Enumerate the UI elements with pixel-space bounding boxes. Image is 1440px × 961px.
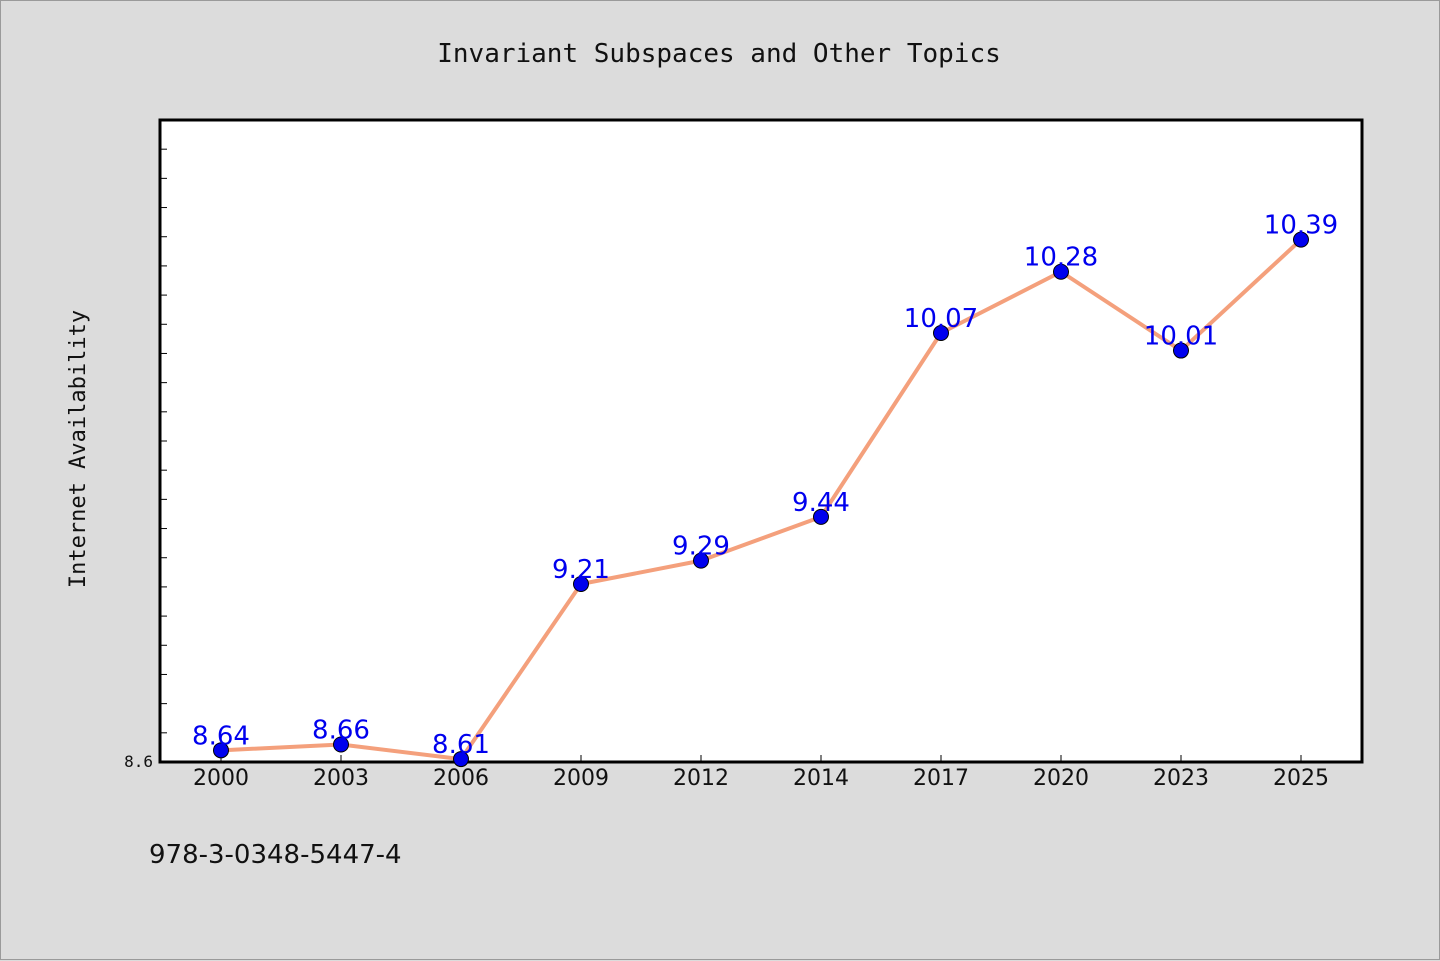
x-tick-label: 2025 [1273,766,1329,791]
data-point [333,736,349,753]
x-tick-label: 2000 [193,766,249,791]
data-label: 8.64 [192,721,250,751]
data-point [453,751,469,768]
y-tick-label: 8.6 [124,752,153,771]
data-point [573,575,589,592]
x-tick-label: 2006 [433,766,489,791]
x-tick-label: 2012 [673,766,729,791]
y-axis-label: Internet Availability [66,310,91,588]
data-point [933,325,949,342]
data-point [1053,263,1069,280]
series-layer [213,231,1309,768]
data-label: 10.28 [1024,243,1098,273]
x-axis-ticks: 2000 2003 2006 2009 2012 2014 2017 2020 2023 2025 [193,755,1329,791]
data-label: 9.29 [672,532,730,562]
data-label: 10.01 [1144,322,1218,352]
data-point [1293,231,1309,248]
data-label: 8.66 [312,715,370,745]
y-axis-ticks [160,148,167,734]
x-tick-label: 2023 [1153,766,1209,791]
data-point [1173,342,1189,359]
data-label: 8.61 [432,730,490,760]
data-label: 9.21 [552,555,610,585]
data-point [213,742,229,759]
plot-area [158,118,1364,764]
data-label: 10.07 [904,304,978,334]
data-label: 10.39 [1264,211,1338,241]
data-point [693,552,709,569]
x-tick-label: 2020 [1033,766,1089,791]
series-line [219,237,1303,762]
isbn-text: 978-3-0348-5447-4 [149,840,402,870]
data-point [813,508,829,525]
data-label: 9.44 [792,488,850,518]
x-tick-label: 2017 [913,766,969,791]
x-tick-label: 2003 [313,766,369,791]
x-tick-label: 2014 [793,766,849,791]
chart-title: Invariant Subspaces and Other Topics [437,39,1001,69]
x-tick-label: 2009 [553,766,609,791]
data-labels: 8.64 8.66 8.61 9.21 9.29 9.44 10.07 10.28 10.01 1… [192,211,1338,760]
